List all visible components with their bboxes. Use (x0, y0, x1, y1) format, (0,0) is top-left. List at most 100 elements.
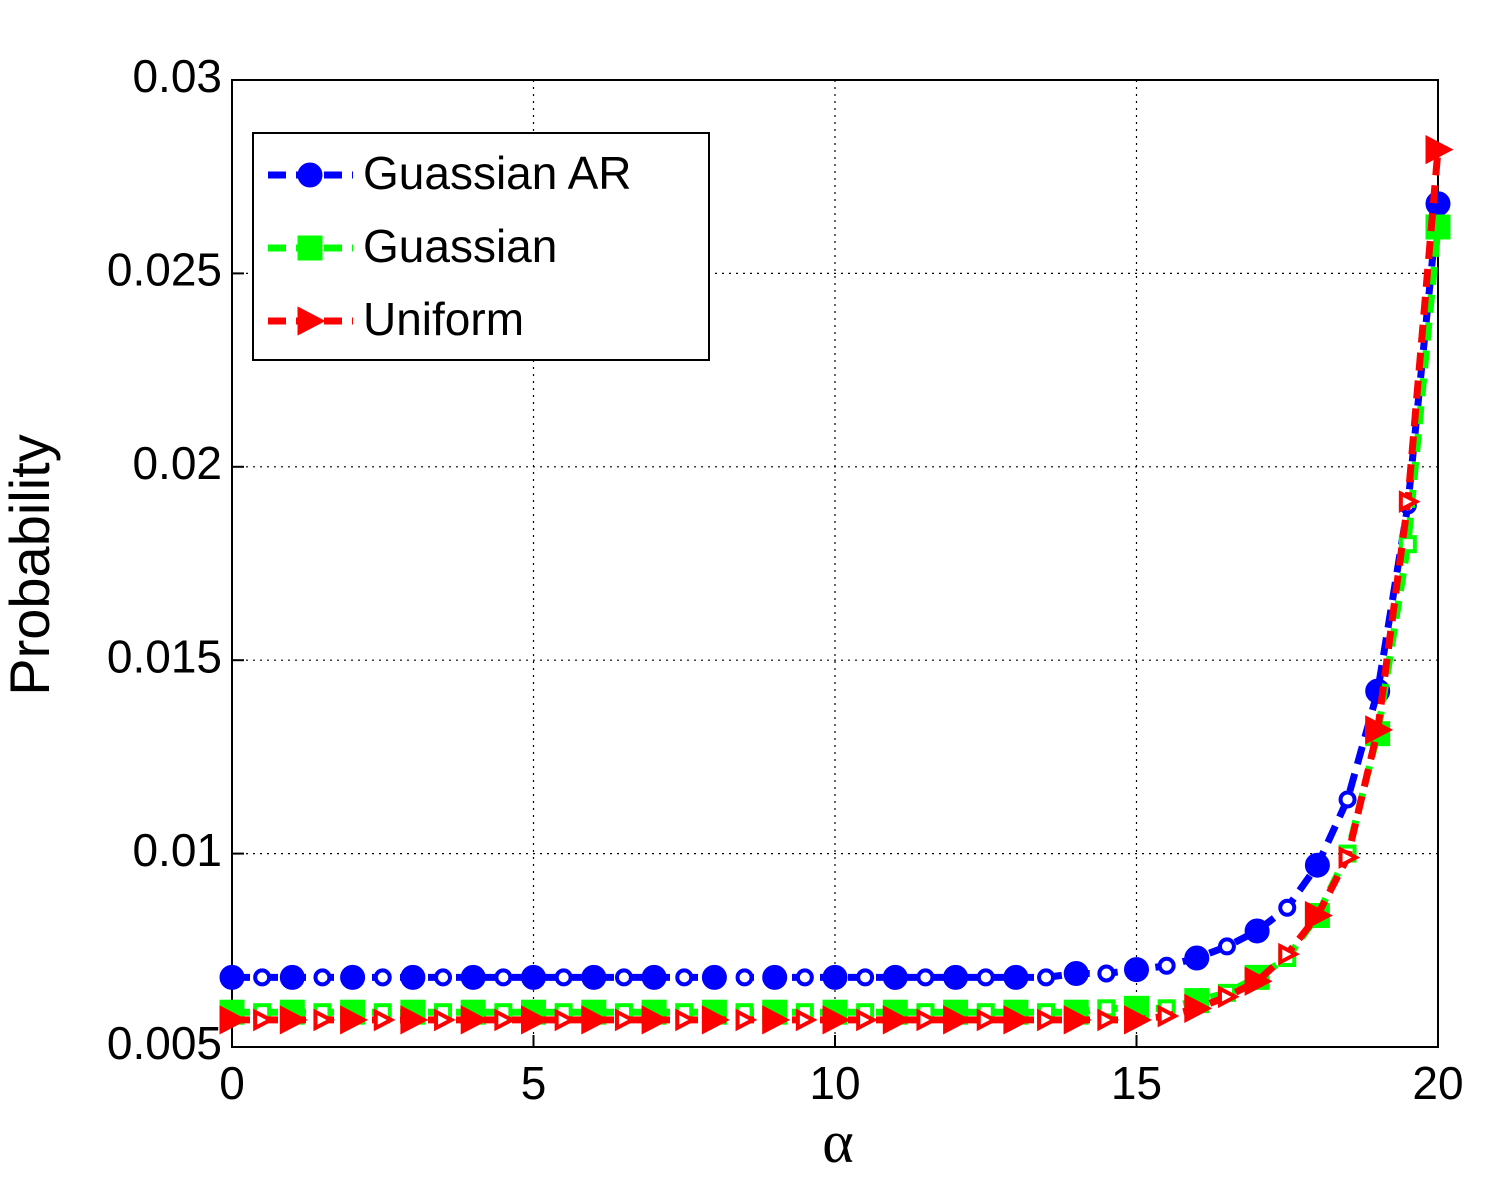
marker (253, 968, 272, 987)
marker (1124, 1005, 1152, 1035)
legend-marker (297, 162, 323, 188)
marker (581, 1005, 610, 1035)
marker (795, 1008, 818, 1032)
marker (916, 968, 935, 987)
marker (1425, 191, 1451, 217)
marker (675, 1008, 697, 1032)
marker (279, 964, 305, 990)
marker (313, 968, 332, 987)
marker (1157, 1004, 1180, 1028)
x-tick-label: 20 (1412, 1057, 1463, 1109)
marker (1338, 790, 1357, 809)
x-tick-label: 15 (1111, 1057, 1162, 1109)
marker (1244, 918, 1270, 944)
marker (494, 1008, 517, 1032)
marker (1184, 945, 1210, 971)
x-tick-label: 5 (521, 1057, 547, 1109)
marker (641, 964, 667, 990)
marker (735, 1008, 758, 1032)
marker (1063, 1005, 1092, 1035)
marker (675, 968, 694, 987)
marker (373, 968, 392, 987)
marker (701, 964, 727, 990)
y-tick-label: 0.01 (132, 824, 222, 876)
y-tick-label: 0.025 (107, 244, 222, 296)
marker (554, 1008, 577, 1032)
marker (856, 1008, 878, 1032)
marker (460, 1005, 489, 1035)
marker (1124, 957, 1149, 983)
legend-marker (297, 306, 326, 336)
y-tick-label: 0.02 (132, 437, 222, 489)
y-tick-label: 0.015 (107, 630, 222, 682)
marker (1278, 942, 1300, 966)
marker (822, 964, 848, 990)
marker (1304, 900, 1333, 931)
marker (976, 968, 995, 987)
marker (1217, 937, 1236, 956)
marker (340, 964, 366, 990)
marker (735, 968, 754, 987)
marker (1037, 968, 1056, 987)
marker (1338, 846, 1361, 869)
y-tick-label: 0.005 (107, 1017, 222, 1069)
marker (1425, 134, 1454, 165)
marker (521, 1005, 549, 1035)
marker (279, 1005, 308, 1035)
marker (795, 968, 814, 987)
marker (614, 1008, 637, 1032)
plot-frame (231, 79, 1439, 1048)
marker (340, 1005, 369, 1035)
marker (253, 1008, 275, 1032)
marker (1278, 898, 1297, 917)
marker (822, 1005, 851, 1035)
marker (460, 964, 486, 990)
marker (1003, 1005, 1032, 1035)
marker (434, 968, 453, 987)
marker (219, 964, 245, 990)
x-tick-label: 0 (219, 1057, 245, 1109)
y-tick-label: 0.03 (132, 50, 222, 102)
marker (1097, 1008, 1120, 1032)
marker (762, 1005, 791, 1035)
marker (219, 1005, 248, 1035)
marker (856, 968, 875, 987)
legend-label: Guassian (363, 220, 557, 272)
marker (1398, 535, 1417, 554)
legend-label: Guassian AR (363, 147, 631, 199)
legend-label: Uniform (363, 293, 524, 345)
marker (400, 1005, 429, 1035)
marker (614, 968, 633, 987)
marker (1097, 964, 1116, 983)
marker (762, 964, 788, 990)
marker (521, 964, 546, 990)
marker (882, 1005, 911, 1035)
marker (1184, 993, 1213, 1023)
marker (1244, 966, 1273, 996)
marker (1217, 985, 1240, 1009)
y-axis-label: Probability (0, 434, 61, 695)
marker (976, 1008, 999, 1032)
marker (1063, 961, 1089, 987)
marker (400, 964, 426, 990)
marker (1003, 964, 1029, 990)
x-axis-label: α (822, 1109, 853, 1175)
marker (641, 1005, 670, 1035)
marker (1365, 715, 1394, 745)
marker (434, 1008, 456, 1032)
marker (313, 1008, 336, 1032)
marker (1037, 1008, 1059, 1032)
marker (882, 964, 908, 990)
x-tick-label: 10 (809, 1057, 860, 1109)
marker (916, 1008, 939, 1032)
marker (943, 1005, 972, 1035)
legend-marker (297, 235, 323, 261)
marker (373, 1008, 396, 1032)
marker (554, 968, 573, 987)
marker (943, 964, 969, 990)
marker (1304, 852, 1330, 878)
marker (701, 1005, 730, 1035)
marker (494, 968, 513, 987)
marker (1398, 490, 1421, 513)
